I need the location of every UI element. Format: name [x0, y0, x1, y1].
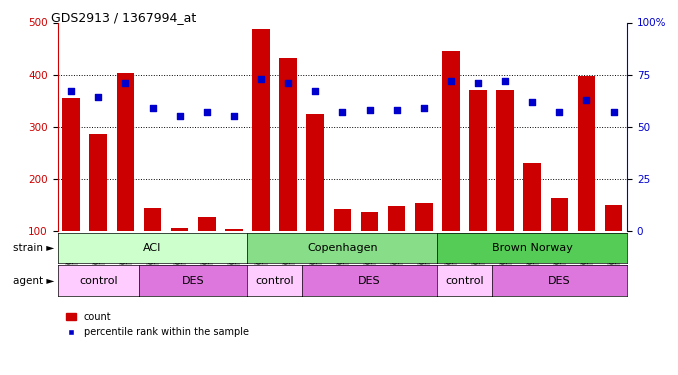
- Bar: [225, 229, 243, 231]
- Text: agent ►: agent ►: [13, 276, 54, 285]
- Text: DES: DES: [548, 276, 571, 285]
- Bar: [144, 208, 161, 231]
- Bar: [334, 209, 351, 231]
- Bar: [117, 74, 134, 231]
- Point: [66, 88, 77, 94]
- Bar: [62, 98, 80, 231]
- Point: [418, 105, 429, 111]
- Point: [337, 109, 348, 115]
- Bar: [252, 29, 270, 231]
- Point: [581, 96, 592, 102]
- Point: [256, 76, 266, 82]
- Text: GDS2913 / 1367994_at: GDS2913 / 1367994_at: [51, 11, 196, 24]
- Point: [608, 109, 619, 115]
- Text: control: control: [79, 276, 117, 285]
- Text: DES: DES: [182, 276, 205, 285]
- Bar: [469, 90, 487, 231]
- Bar: [388, 206, 405, 231]
- Text: control: control: [445, 276, 483, 285]
- Bar: [551, 198, 568, 231]
- Text: strain ►: strain ►: [13, 243, 54, 253]
- Point: [174, 113, 185, 119]
- Point: [527, 99, 538, 105]
- Text: ACI: ACI: [143, 243, 162, 253]
- Bar: [523, 163, 541, 231]
- Point: [391, 107, 402, 113]
- Point: [147, 105, 158, 111]
- Bar: [605, 205, 622, 231]
- Point: [364, 107, 375, 113]
- Text: Brown Norway: Brown Norway: [492, 243, 573, 253]
- Point: [554, 109, 565, 115]
- Point: [445, 78, 456, 84]
- Bar: [496, 90, 514, 231]
- Bar: [198, 217, 216, 231]
- Bar: [361, 212, 378, 231]
- Point: [228, 113, 239, 119]
- Bar: [279, 58, 297, 231]
- Point: [500, 78, 511, 84]
- Text: Copenhagen: Copenhagen: [307, 243, 378, 253]
- Bar: [442, 51, 460, 231]
- Point: [473, 80, 483, 86]
- Legend: count, percentile rank within the sample: count, percentile rank within the sample: [62, 308, 253, 341]
- Point: [120, 80, 131, 86]
- Bar: [578, 76, 595, 231]
- Point: [283, 80, 294, 86]
- Text: control: control: [256, 276, 294, 285]
- Bar: [89, 134, 107, 231]
- Text: DES: DES: [358, 276, 381, 285]
- Bar: [415, 203, 433, 231]
- Bar: [171, 228, 188, 231]
- Point: [93, 94, 104, 100]
- Point: [310, 88, 321, 94]
- Bar: [306, 114, 324, 231]
- Point: [201, 109, 212, 115]
